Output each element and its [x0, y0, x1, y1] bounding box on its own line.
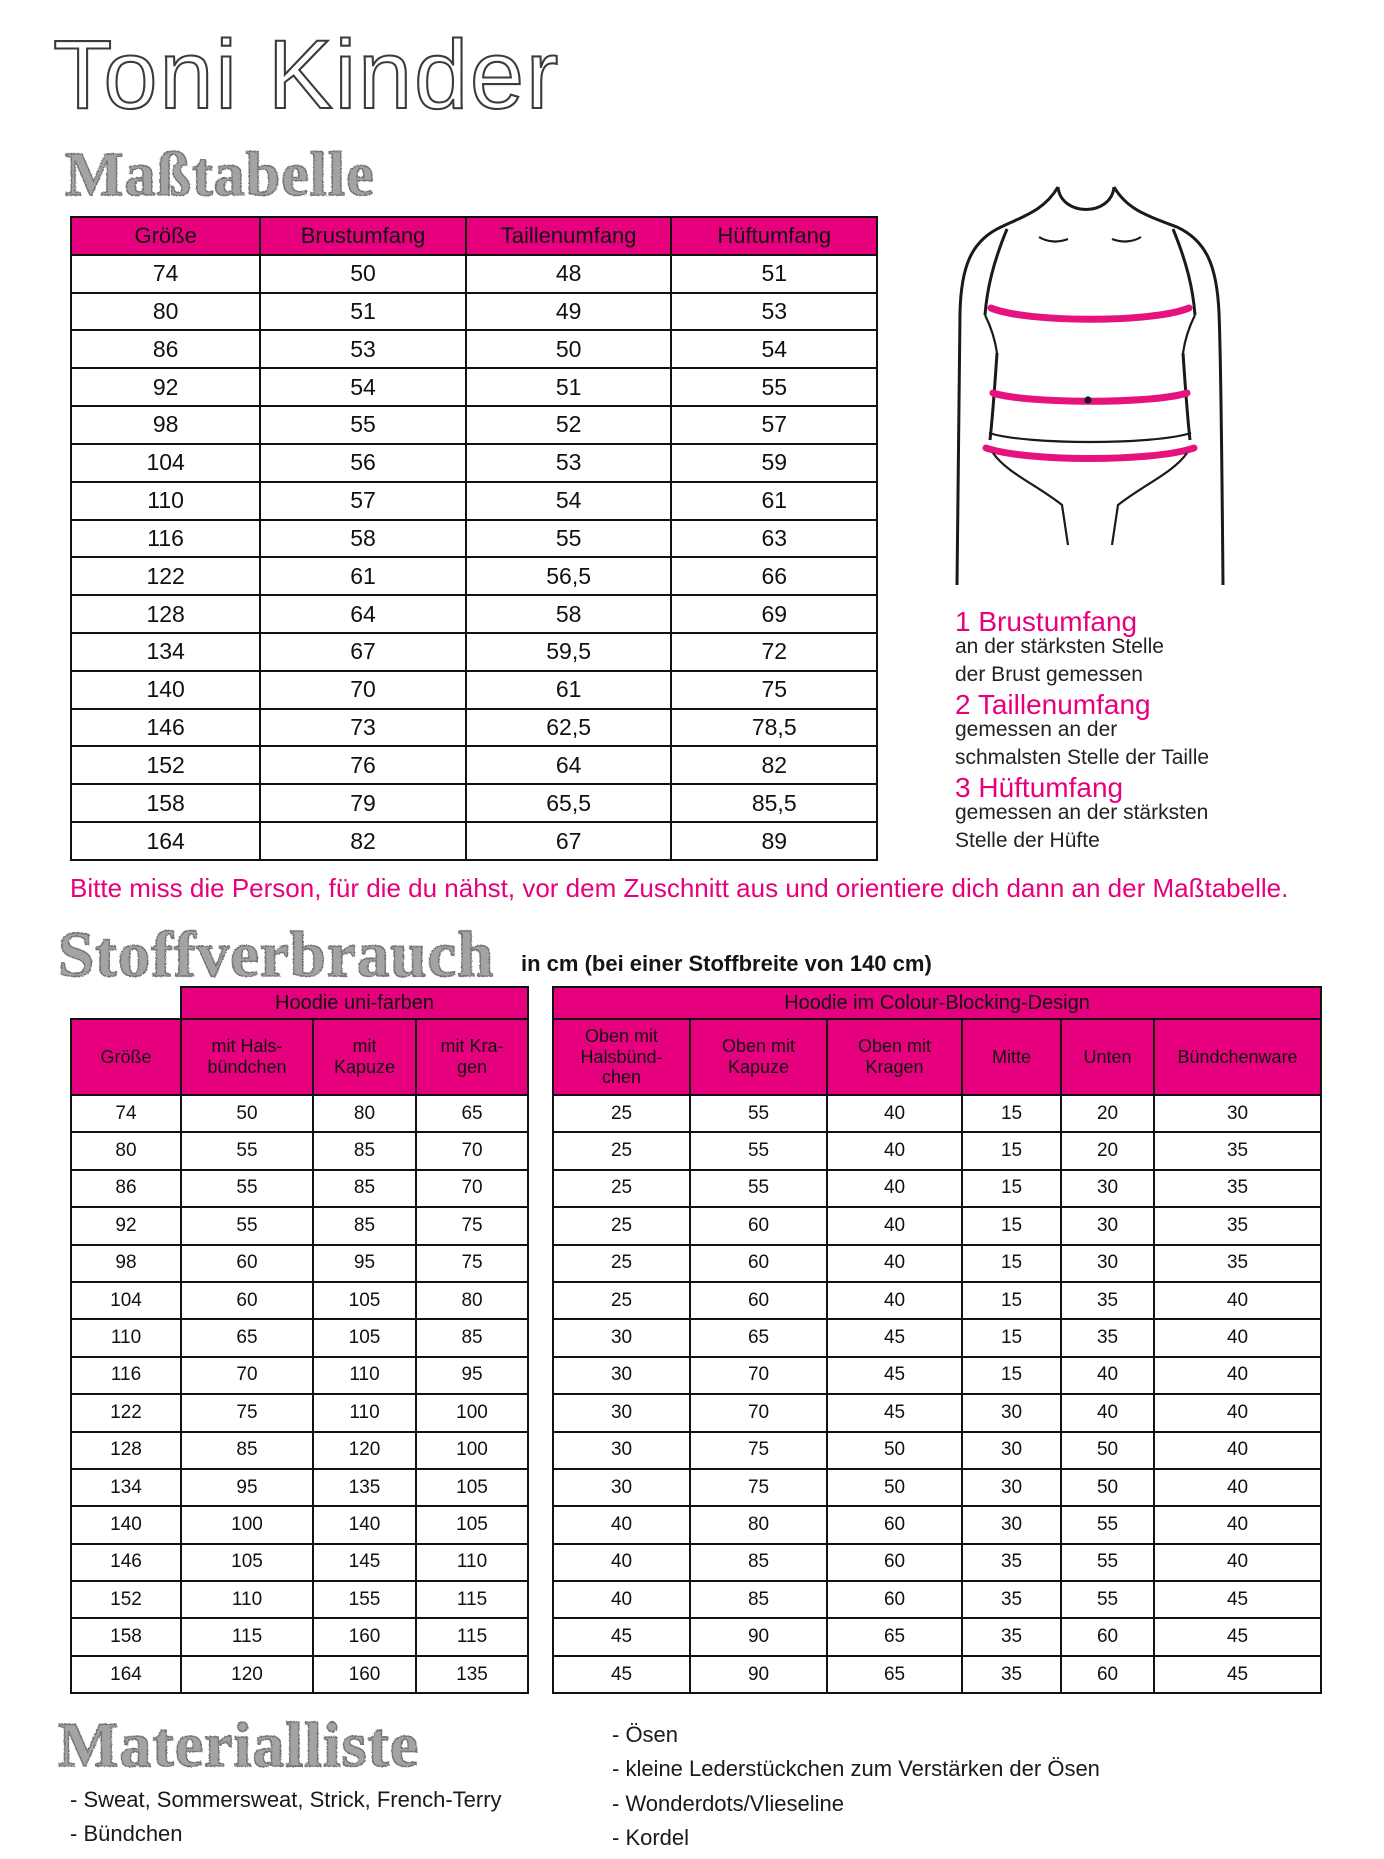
svg-text:Toni Kinder: Toni Kinder	[53, 20, 560, 129]
